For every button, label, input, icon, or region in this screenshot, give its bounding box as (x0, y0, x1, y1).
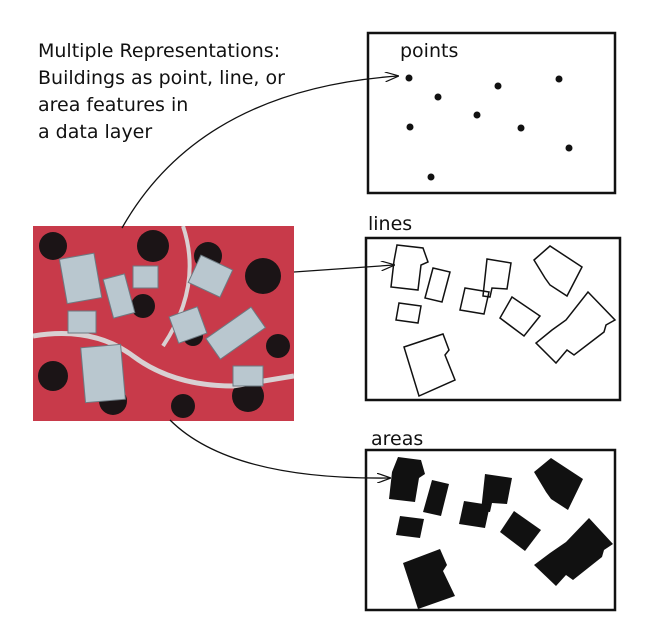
building-area (459, 501, 490, 528)
points-panel-label: points (400, 40, 459, 62)
building-area (403, 549, 455, 609)
building-outline (403, 333, 456, 398)
arrow-to-areas (169, 419, 390, 478)
building-area (534, 518, 613, 586)
arrow-to-lines (293, 265, 394, 273)
point-marker (406, 123, 414, 131)
caption-line-4: a data layer (38, 121, 153, 143)
aerial-photo-image (33, 226, 294, 421)
diagram-caption: Multiple Representations: Buildings as p… (38, 38, 285, 146)
building-outline (533, 245, 583, 298)
caption-line-2: Buildings as point, line, or (38, 67, 285, 89)
building-outlines (390, 244, 617, 398)
building-area (534, 458, 583, 510)
building-area (389, 457, 425, 502)
building-areas (389, 457, 613, 609)
point-marker (494, 82, 502, 90)
arrow-to-points (121, 76, 398, 229)
building-outline (459, 287, 490, 315)
building-area (396, 516, 424, 538)
building-outline (482, 258, 512, 298)
point-marker (555, 75, 563, 83)
lines-panel-frame (364, 236, 622, 402)
areas-panel-frame (364, 448, 617, 612)
building-outline (499, 295, 542, 338)
building-outline (395, 302, 422, 324)
point-marker (473, 111, 481, 119)
building-outline (424, 267, 451, 303)
building-area (423, 480, 449, 516)
areas-panel-label: areas (371, 428, 424, 450)
building-outline (390, 244, 429, 291)
point-markers (405, 74, 573, 181)
point-marker (405, 74, 413, 82)
building-outline (534, 290, 617, 365)
caption-line-3: area features in (38, 94, 189, 116)
point-marker (517, 124, 525, 132)
point-marker (434, 93, 442, 101)
point-marker (427, 173, 435, 181)
building-area (481, 474, 512, 512)
building-area (500, 511, 541, 551)
aerial-photo (33, 226, 294, 421)
lines-panel-label: lines (368, 213, 413, 235)
points-panel-frame (366, 31, 617, 195)
caption-line-1: Multiple Representations: (38, 40, 281, 62)
point-marker (565, 144, 573, 152)
